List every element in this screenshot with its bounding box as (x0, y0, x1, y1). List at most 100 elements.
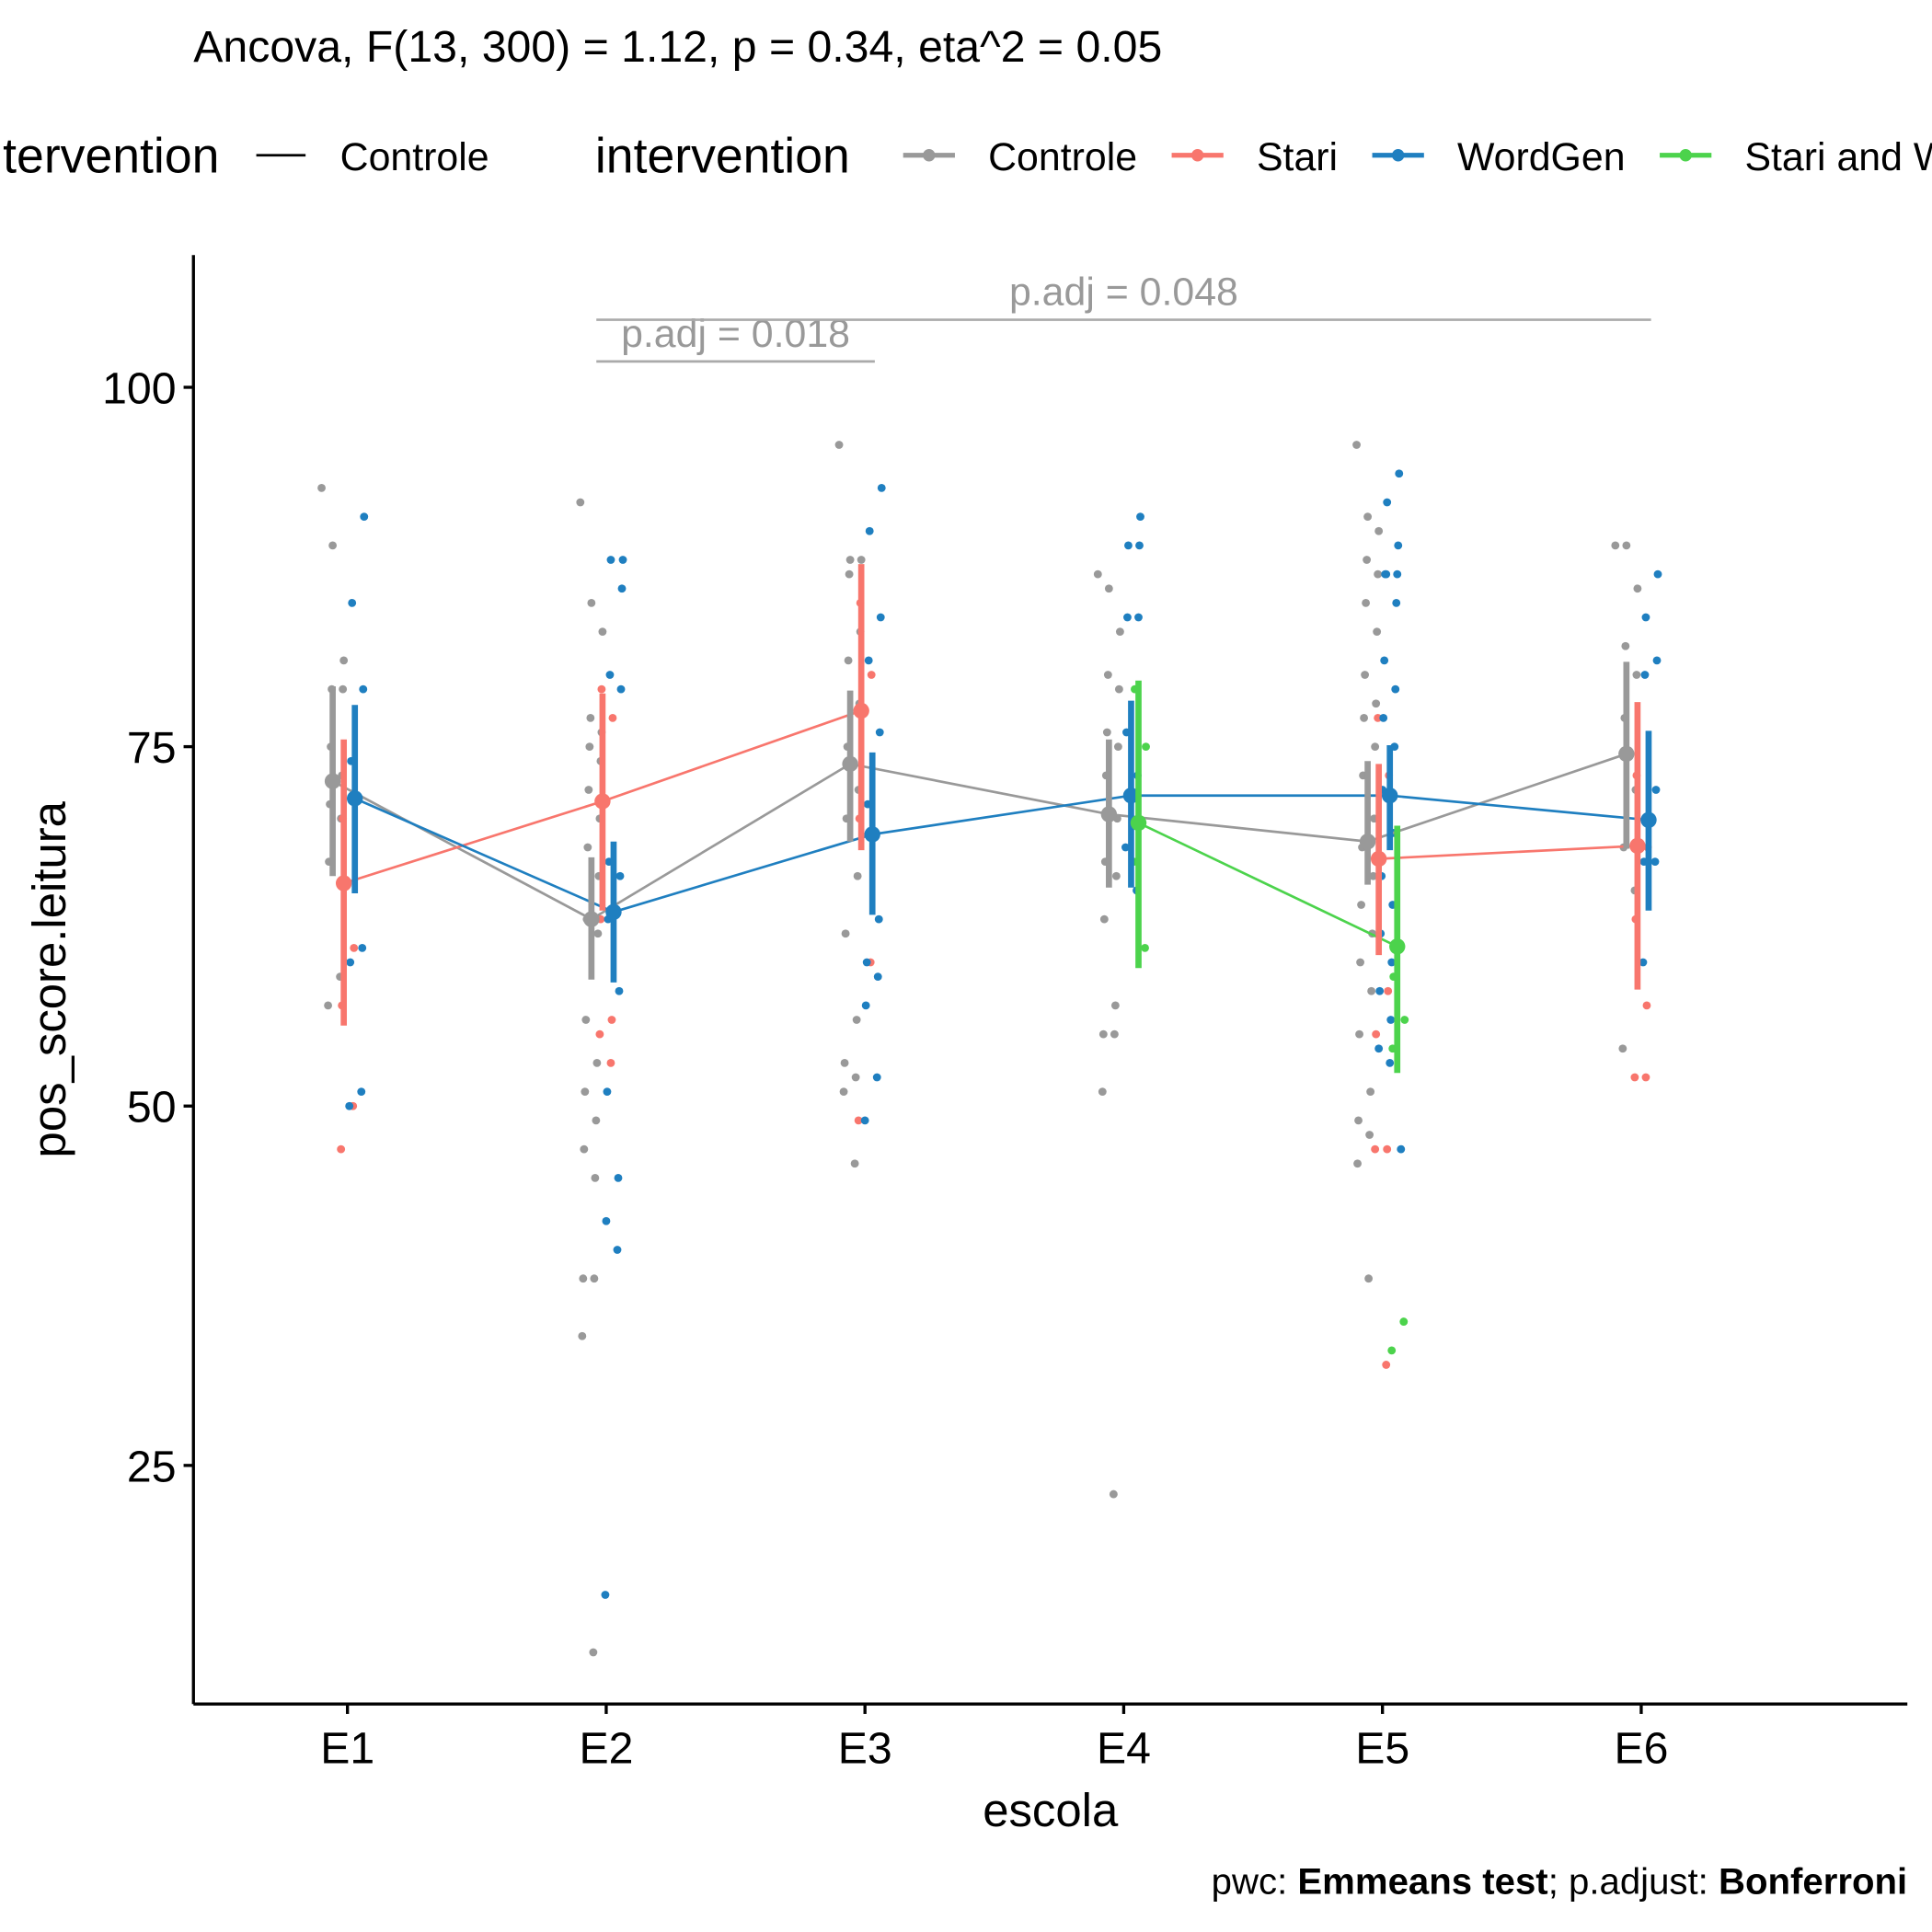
data-point (601, 1591, 610, 1599)
data-point (359, 684, 368, 694)
data-point (1124, 541, 1133, 550)
data-point (1365, 1131, 1374, 1139)
data-point (350, 943, 359, 952)
data-point (1639, 958, 1648, 967)
mean-point (594, 793, 611, 810)
y-tick-label: 25 (127, 1442, 177, 1491)
data-point (1141, 943, 1149, 952)
mean-point (1370, 850, 1387, 868)
data-point (1394, 541, 1403, 550)
data-point (360, 512, 369, 522)
data-point (1353, 1159, 1362, 1168)
data-point (584, 786, 593, 794)
legend-title: intervention (0, 130, 219, 184)
data-point (595, 1029, 604, 1039)
y-tick-label: 50 (127, 1083, 177, 1133)
legend-key-dot (1391, 149, 1405, 162)
data-point (872, 1073, 881, 1082)
data-point (844, 656, 853, 665)
data-point (1380, 656, 1389, 665)
data-point (580, 1144, 589, 1154)
data-point (1104, 584, 1113, 593)
data-point (602, 1216, 611, 1225)
data-point (1354, 1116, 1363, 1125)
data-point (317, 483, 326, 492)
data-point (337, 1144, 346, 1154)
data-point (840, 1058, 849, 1067)
mean-point (1122, 788, 1140, 804)
x-tick-label: E4 (1097, 1724, 1151, 1774)
data-point (853, 871, 862, 880)
mean-line (354, 794, 1650, 914)
data-point (1357, 901, 1365, 909)
data-point (606, 556, 615, 564)
data-point (1381, 569, 1390, 579)
data-point (598, 627, 607, 637)
data-point (1360, 713, 1369, 722)
data-point (1115, 627, 1124, 637)
data-point (1374, 1044, 1384, 1053)
data-point (1371, 1144, 1380, 1154)
data-point (358, 943, 367, 952)
data-point (1386, 1058, 1395, 1067)
mean-point (842, 755, 858, 773)
data-point (1098, 1087, 1107, 1097)
mean-line (1378, 845, 1638, 860)
data-point (1134, 613, 1143, 622)
data-point (1640, 671, 1650, 679)
data-point (1391, 684, 1400, 694)
data-point (339, 684, 348, 694)
caption-part: Emmeans test (1297, 1860, 1547, 1902)
data-point (589, 1648, 598, 1657)
data-point (607, 1016, 616, 1024)
mean-point (605, 903, 622, 920)
data-point (1114, 684, 1123, 694)
data-point (346, 958, 355, 967)
caption-part: pwc: (1212, 1860, 1298, 1902)
y-axis-title: pos_score.leitura (23, 800, 75, 1157)
data-point (874, 914, 883, 924)
chart-title: Ancova, F(13, 300) = 1.12, p = 0.34, eta… (193, 22, 1162, 72)
data-point (1395, 469, 1404, 478)
legend-key-dot (1190, 149, 1204, 162)
data-point (1653, 569, 1662, 579)
data-point (578, 1331, 587, 1340)
data-point (1387, 1346, 1397, 1355)
data-point (1102, 728, 1111, 737)
data-point (585, 742, 594, 752)
data-point (606, 1058, 615, 1067)
data-point (1622, 541, 1631, 550)
data-point (608, 713, 617, 722)
data-point (616, 684, 626, 694)
data-point (328, 541, 338, 550)
data-point (854, 1116, 863, 1125)
data-point (587, 598, 596, 607)
x-tick-label: E2 (579, 1724, 633, 1774)
data-point (1387, 958, 1397, 967)
data-point (324, 1001, 333, 1010)
data-point (617, 584, 627, 593)
caption-part: ; p.adjust: (1548, 1860, 1719, 1902)
data-point (348, 598, 357, 607)
data-point (1110, 1029, 1119, 1039)
legend-label: WordGen (1457, 135, 1626, 179)
data-point (581, 1016, 591, 1024)
data-point (867, 671, 876, 679)
data-point (850, 1159, 859, 1168)
mean-point (864, 826, 880, 843)
mean-point (853, 702, 869, 719)
data-point (1650, 857, 1660, 867)
data-point (1611, 541, 1620, 550)
legend-label: Controle (988, 135, 1137, 179)
data-point (834, 441, 844, 449)
data-point (1356, 958, 1364, 967)
mean-point (1130, 814, 1147, 832)
y-tick-label: 100 (102, 363, 176, 413)
data-point (1372, 699, 1381, 708)
data-point (1652, 656, 1662, 665)
data-point (1121, 843, 1130, 852)
data-point (1355, 1029, 1363, 1039)
data-point (1364, 1274, 1374, 1283)
data-point (1123, 613, 1132, 622)
